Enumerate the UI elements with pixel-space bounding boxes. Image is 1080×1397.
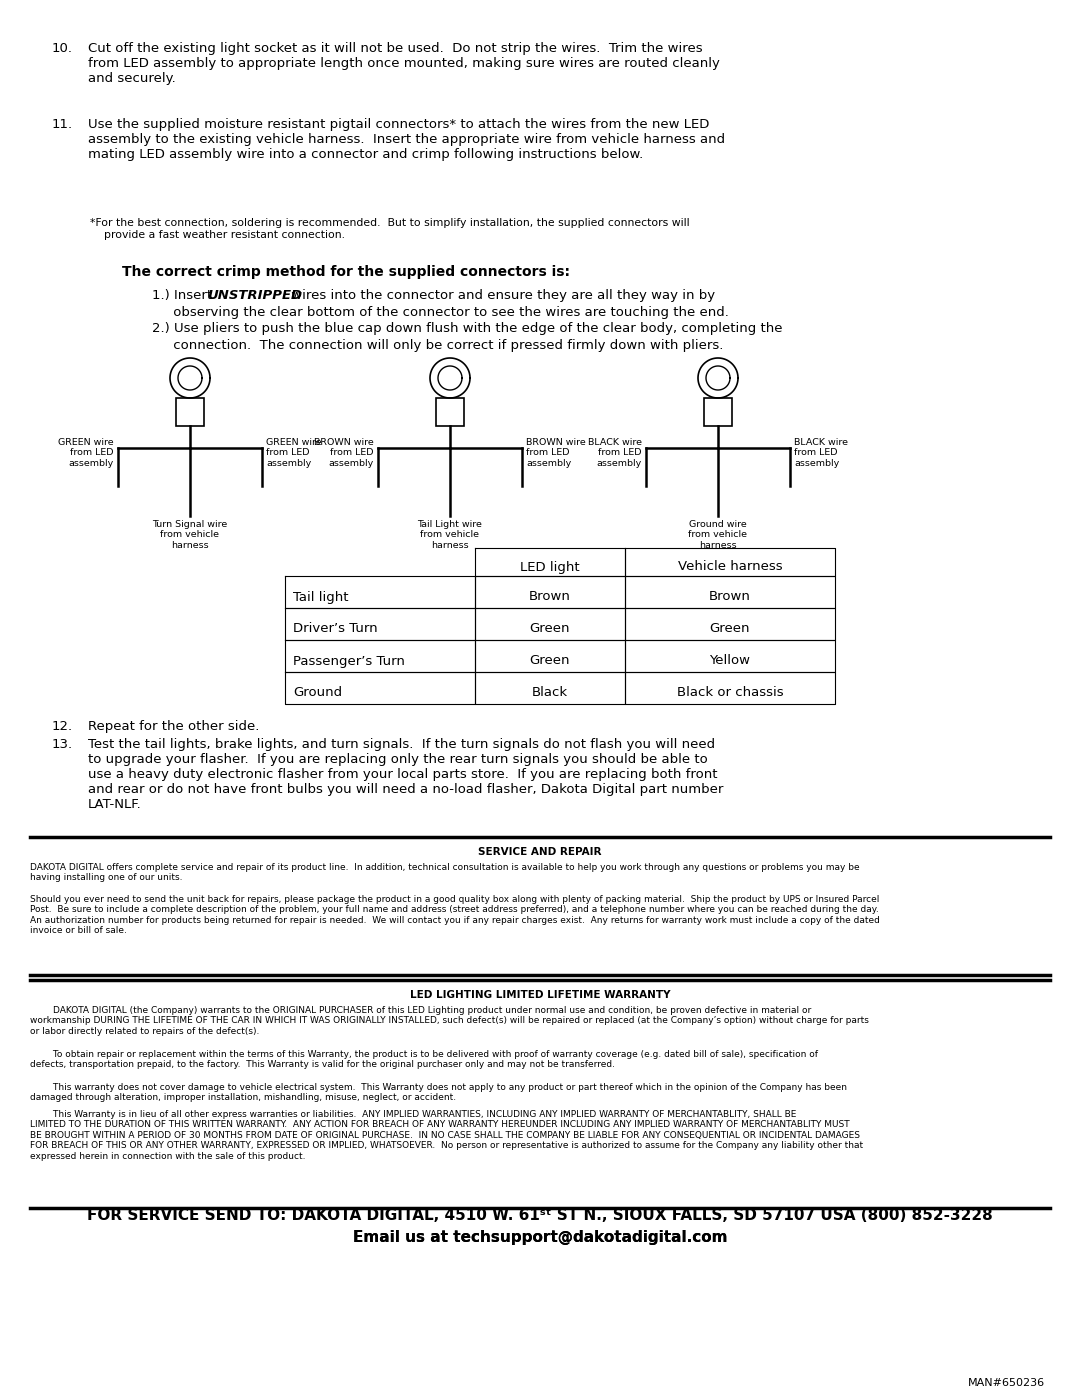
Text: LED LIGHTING LIMITED LIFETIME WARRANTY: LED LIGHTING LIMITED LIFETIME WARRANTY xyxy=(409,990,671,1000)
Bar xyxy=(704,398,732,426)
Text: 11.: 11. xyxy=(52,117,73,131)
Text: Email us at techsupport@dakotadigital.com: Email us at techsupport@dakotadigital.co… xyxy=(353,1229,727,1245)
Text: Cut off the existing light socket as it will not be used.  Do not strip the wire: Cut off the existing light socket as it … xyxy=(87,42,720,85)
Text: Brown: Brown xyxy=(529,591,571,604)
Text: 12.: 12. xyxy=(52,719,73,733)
Text: Repeat for the other side.: Repeat for the other side. xyxy=(87,719,259,733)
Text: connection.  The connection will only be correct if pressed firmly down with pli: connection. The connection will only be … xyxy=(152,339,724,352)
Text: Black: Black xyxy=(532,686,568,700)
Text: Should you ever need to send the unit back for repairs, please package the produ: Should you ever need to send the unit ba… xyxy=(30,895,880,935)
Text: SERVICE AND REPAIR: SERVICE AND REPAIR xyxy=(478,847,602,856)
Text: observing the clear bottom of the connector to see the wires are touching the en: observing the clear bottom of the connec… xyxy=(152,306,729,319)
Text: Green: Green xyxy=(710,623,751,636)
Text: MAN#650236: MAN#650236 xyxy=(968,1377,1045,1389)
Text: Green: Green xyxy=(530,655,570,668)
Text: Email us at techsupport@dakotadigital.com: Email us at techsupport@dakotadigital.co… xyxy=(353,1229,727,1245)
Text: Vehicle harness: Vehicle harness xyxy=(677,560,782,574)
Text: This warranty does not cover damage to vehicle electrical system.  This Warranty: This warranty does not cover damage to v… xyxy=(30,1083,847,1102)
Text: The correct crimp method for the supplied connectors is:: The correct crimp method for the supplie… xyxy=(122,265,570,279)
Text: Turn Signal wire
from vehicle
harness: Turn Signal wire from vehicle harness xyxy=(152,520,228,550)
Text: 10.: 10. xyxy=(52,42,73,54)
Bar xyxy=(176,398,204,426)
Text: Black or chassis: Black or chassis xyxy=(677,686,783,700)
Text: DAKOTA DIGITAL (the Company) warrants to the ORIGINAL PURCHASER of this LED Ligh: DAKOTA DIGITAL (the Company) warrants to… xyxy=(30,1006,869,1035)
Text: *For the best connection, soldering is recommended.  But to simplify installatio: *For the best connection, soldering is r… xyxy=(90,218,690,240)
Text: Use the supplied moisture resistant pigtail connectors* to attach the wires from: Use the supplied moisture resistant pigt… xyxy=(87,117,725,161)
Text: FOR SERVICE SEND TO: DAKOTA DIGITAL, 4510 W. 61ˢᵗ ST N., SIOUX FALLS, SD 57107 U: FOR SERVICE SEND TO: DAKOTA DIGITAL, 451… xyxy=(87,1208,993,1222)
Text: Yellow: Yellow xyxy=(710,655,751,668)
Text: LED light: LED light xyxy=(521,560,580,574)
Text: Passenger’s Turn: Passenger’s Turn xyxy=(293,655,405,668)
Text: BLACK wire
from LED
assembly: BLACK wire from LED assembly xyxy=(794,439,848,468)
Text: Driver’s Turn: Driver’s Turn xyxy=(293,623,378,636)
Text: GREEN wire
from LED
assembly: GREEN wire from LED assembly xyxy=(58,439,114,468)
Text: DAKOTA DIGITAL offers complete service and repair of its product line.  In addit: DAKOTA DIGITAL offers complete service a… xyxy=(30,863,860,883)
Bar xyxy=(436,398,464,426)
Text: This Warranty is in lieu of all other express warranties or liabilities.  ANY IM: This Warranty is in lieu of all other ex… xyxy=(30,1111,863,1161)
Text: Tail light: Tail light xyxy=(293,591,349,604)
Text: 1.) Insert: 1.) Insert xyxy=(152,289,216,302)
Text: BROWN wire
from LED
assembly: BROWN wire from LED assembly xyxy=(526,439,585,468)
Text: BLACK wire
from LED
assembly: BLACK wire from LED assembly xyxy=(588,439,642,468)
Text: To obtain repair or replacement within the terms of this Warranty, the product i: To obtain repair or replacement within t… xyxy=(30,1051,818,1069)
Text: Ground: Ground xyxy=(293,686,342,700)
Text: wires into the connector and ensure they are all they way in by: wires into the connector and ensure they… xyxy=(287,289,715,302)
Text: Ground wire
from vehicle
harness: Ground wire from vehicle harness xyxy=(689,520,747,550)
Text: Test the tail lights, brake lights, and turn signals.  If the turn signals do no: Test the tail lights, brake lights, and … xyxy=(87,738,724,812)
Text: Brown: Brown xyxy=(710,591,751,604)
Text: 2.) Use pliers to push the blue cap down flush with the edge of the clear body, : 2.) Use pliers to push the blue cap down… xyxy=(152,321,783,335)
Text: UNSTRIPPED: UNSTRIPPED xyxy=(207,289,302,302)
Text: Green: Green xyxy=(530,623,570,636)
Text: GREEN wire
from LED
assembly: GREEN wire from LED assembly xyxy=(266,439,322,468)
Text: 13.: 13. xyxy=(52,738,73,752)
Text: Tail Light wire
from vehicle
harness: Tail Light wire from vehicle harness xyxy=(418,520,483,550)
Text: BROWN wire
from LED
assembly: BROWN wire from LED assembly xyxy=(314,439,374,468)
